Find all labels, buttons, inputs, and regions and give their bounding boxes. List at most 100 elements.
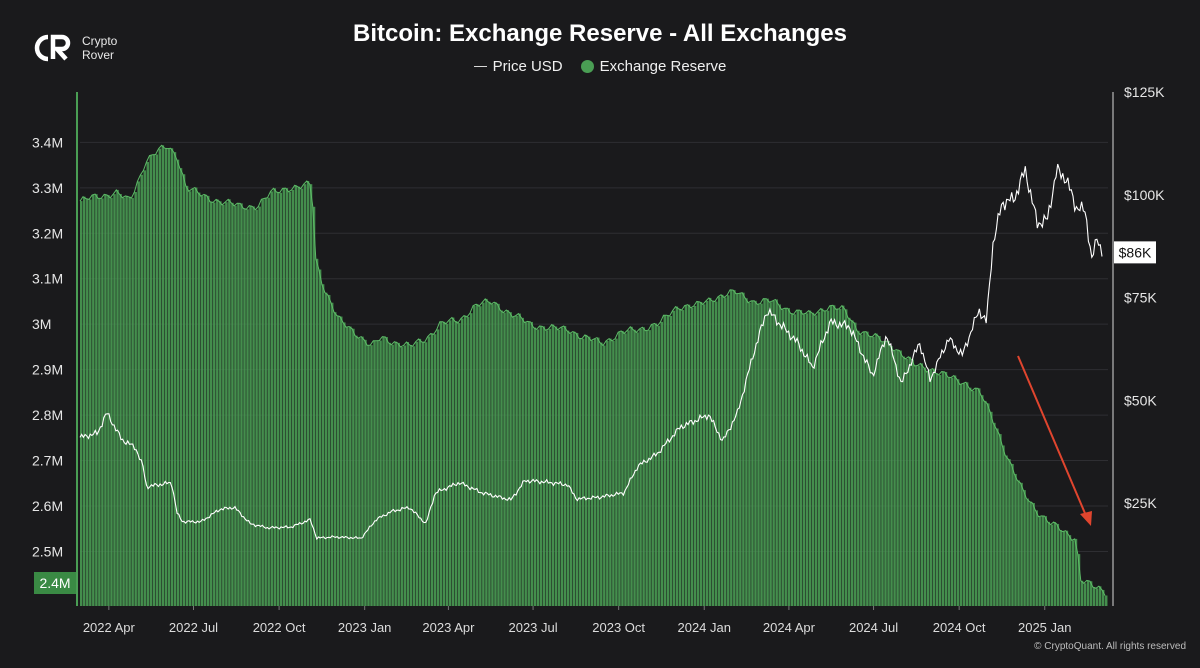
reserve-bar [757, 304, 760, 606]
reserve-bar [981, 395, 984, 606]
reserve-bar [563, 326, 567, 606]
reserve-bar [324, 292, 328, 606]
reserve-bar [170, 148, 174, 606]
reserve-bar [784, 308, 787, 606]
reserve-bar [409, 345, 413, 606]
reserve-bar [297, 186, 301, 606]
reserve-bar [826, 310, 830, 606]
x-tick-label: 2024 Apr [763, 620, 816, 635]
trend-arrow-head-icon [1080, 511, 1092, 526]
reserve-bar [727, 295, 730, 606]
current-price-badge: $86K [1114, 241, 1156, 264]
reserve-bar [956, 379, 960, 606]
reserve-bar [929, 370, 933, 606]
reserve-bar [557, 329, 561, 606]
reserve-bar [775, 299, 778, 606]
reserve-bar [451, 317, 455, 606]
reserve-bar [122, 197, 125, 606]
reserve-bar [267, 197, 270, 606]
x-tick-label: 2022 Oct [253, 620, 306, 635]
reserve-bar [681, 310, 685, 606]
reserve-bar [367, 345, 370, 606]
reserve-bar [1083, 583, 1087, 606]
reserve-bar [612, 340, 615, 606]
x-tick-label: 2023 Oct [592, 620, 645, 635]
reserve-bar [748, 302, 751, 606]
reserve-bar [823, 311, 827, 606]
reserve-bar [439, 321, 443, 606]
reserve-bar [597, 337, 600, 606]
reserve-bar [1080, 580, 1084, 606]
reserve-bar [185, 185, 189, 606]
reserve-bar [1047, 521, 1051, 606]
reserve-bar [252, 206, 255, 607]
reserve-bar [246, 209, 249, 606]
x-tick-label: 2025 Jan [1018, 620, 1072, 635]
reserve-bar [835, 309, 839, 606]
reserve-bar [838, 308, 842, 606]
reserve-bar [1092, 587, 1096, 606]
reserve-bar [285, 188, 289, 606]
x-tick-label: 2022 Apr [83, 620, 136, 635]
reserve-bar [270, 191, 273, 606]
reserve-bar [200, 196, 204, 606]
reserve-bar [152, 154, 156, 606]
reserve-bar [512, 317, 515, 606]
reserve-bar [1074, 538, 1078, 606]
reserve-bar [279, 192, 283, 606]
legend-item-price[interactable]: Price USD [473, 58, 563, 75]
reserve-bar [769, 302, 772, 606]
reserve-bar [86, 198, 89, 606]
reserve-bar [228, 199, 231, 606]
current-price-badge-bg [1114, 241, 1156, 264]
reserve-bar [222, 204, 225, 606]
reserve-bar [953, 375, 957, 606]
reserve-bar [860, 334, 863, 606]
reserve-bar [89, 199, 92, 606]
reserve-bar [1089, 581, 1093, 606]
reserve-bar [977, 388, 981, 606]
x-tick-label: 2023 Jan [338, 620, 392, 635]
reserve-bar [261, 199, 264, 606]
reserve-bar [615, 338, 618, 606]
reserve-bar [400, 347, 403, 606]
reserve-bar [533, 327, 537, 606]
reserve-bar [1020, 482, 1023, 606]
reserve-bar [817, 311, 821, 606]
reserve-bar [630, 326, 633, 606]
reserve-bar [191, 189, 195, 607]
reserve-bar [678, 308, 682, 606]
reserve-bar [627, 330, 630, 606]
reserve-bar [890, 346, 893, 606]
x-tick-label: 2024 Jan [677, 620, 731, 635]
reserve-bar [125, 195, 128, 607]
reserve-bar [720, 294, 724, 606]
reserve-bar [793, 314, 797, 606]
y-left-tick-label: 2.7M [32, 453, 63, 469]
reserve-bar [935, 373, 939, 606]
reserve-bar [119, 193, 122, 606]
x-tick-label: 2023 Jul [508, 620, 557, 635]
y-right-tick-label: $25K [1124, 495, 1157, 511]
reserve-bar [433, 334, 437, 606]
reserve-bar [711, 300, 715, 606]
reserve-bar [448, 320, 452, 606]
reserve-bar [294, 185, 298, 607]
chart-legend: Price USD Exchange Reserve [0, 58, 1200, 75]
y-left-tick-label: 3M [32, 316, 51, 332]
reserve-bar [427, 336, 431, 606]
reserve-bar [820, 308, 824, 606]
reserve-bar [116, 189, 119, 606]
reserve-bar [1041, 515, 1044, 606]
reserve-bar [249, 205, 252, 606]
reserve-bar [113, 194, 116, 606]
reserve-bar [932, 368, 936, 606]
reserve-bar [920, 363, 924, 606]
reserve-bar [917, 365, 920, 606]
reserve-bar [663, 315, 667, 606]
reserve-bar [987, 403, 990, 606]
reserve-bar [92, 195, 95, 606]
reserve-bar [1032, 503, 1035, 606]
legend-item-reserve[interactable]: Exchange Reserve [580, 58, 726, 75]
reserve-bar [739, 293, 742, 606]
